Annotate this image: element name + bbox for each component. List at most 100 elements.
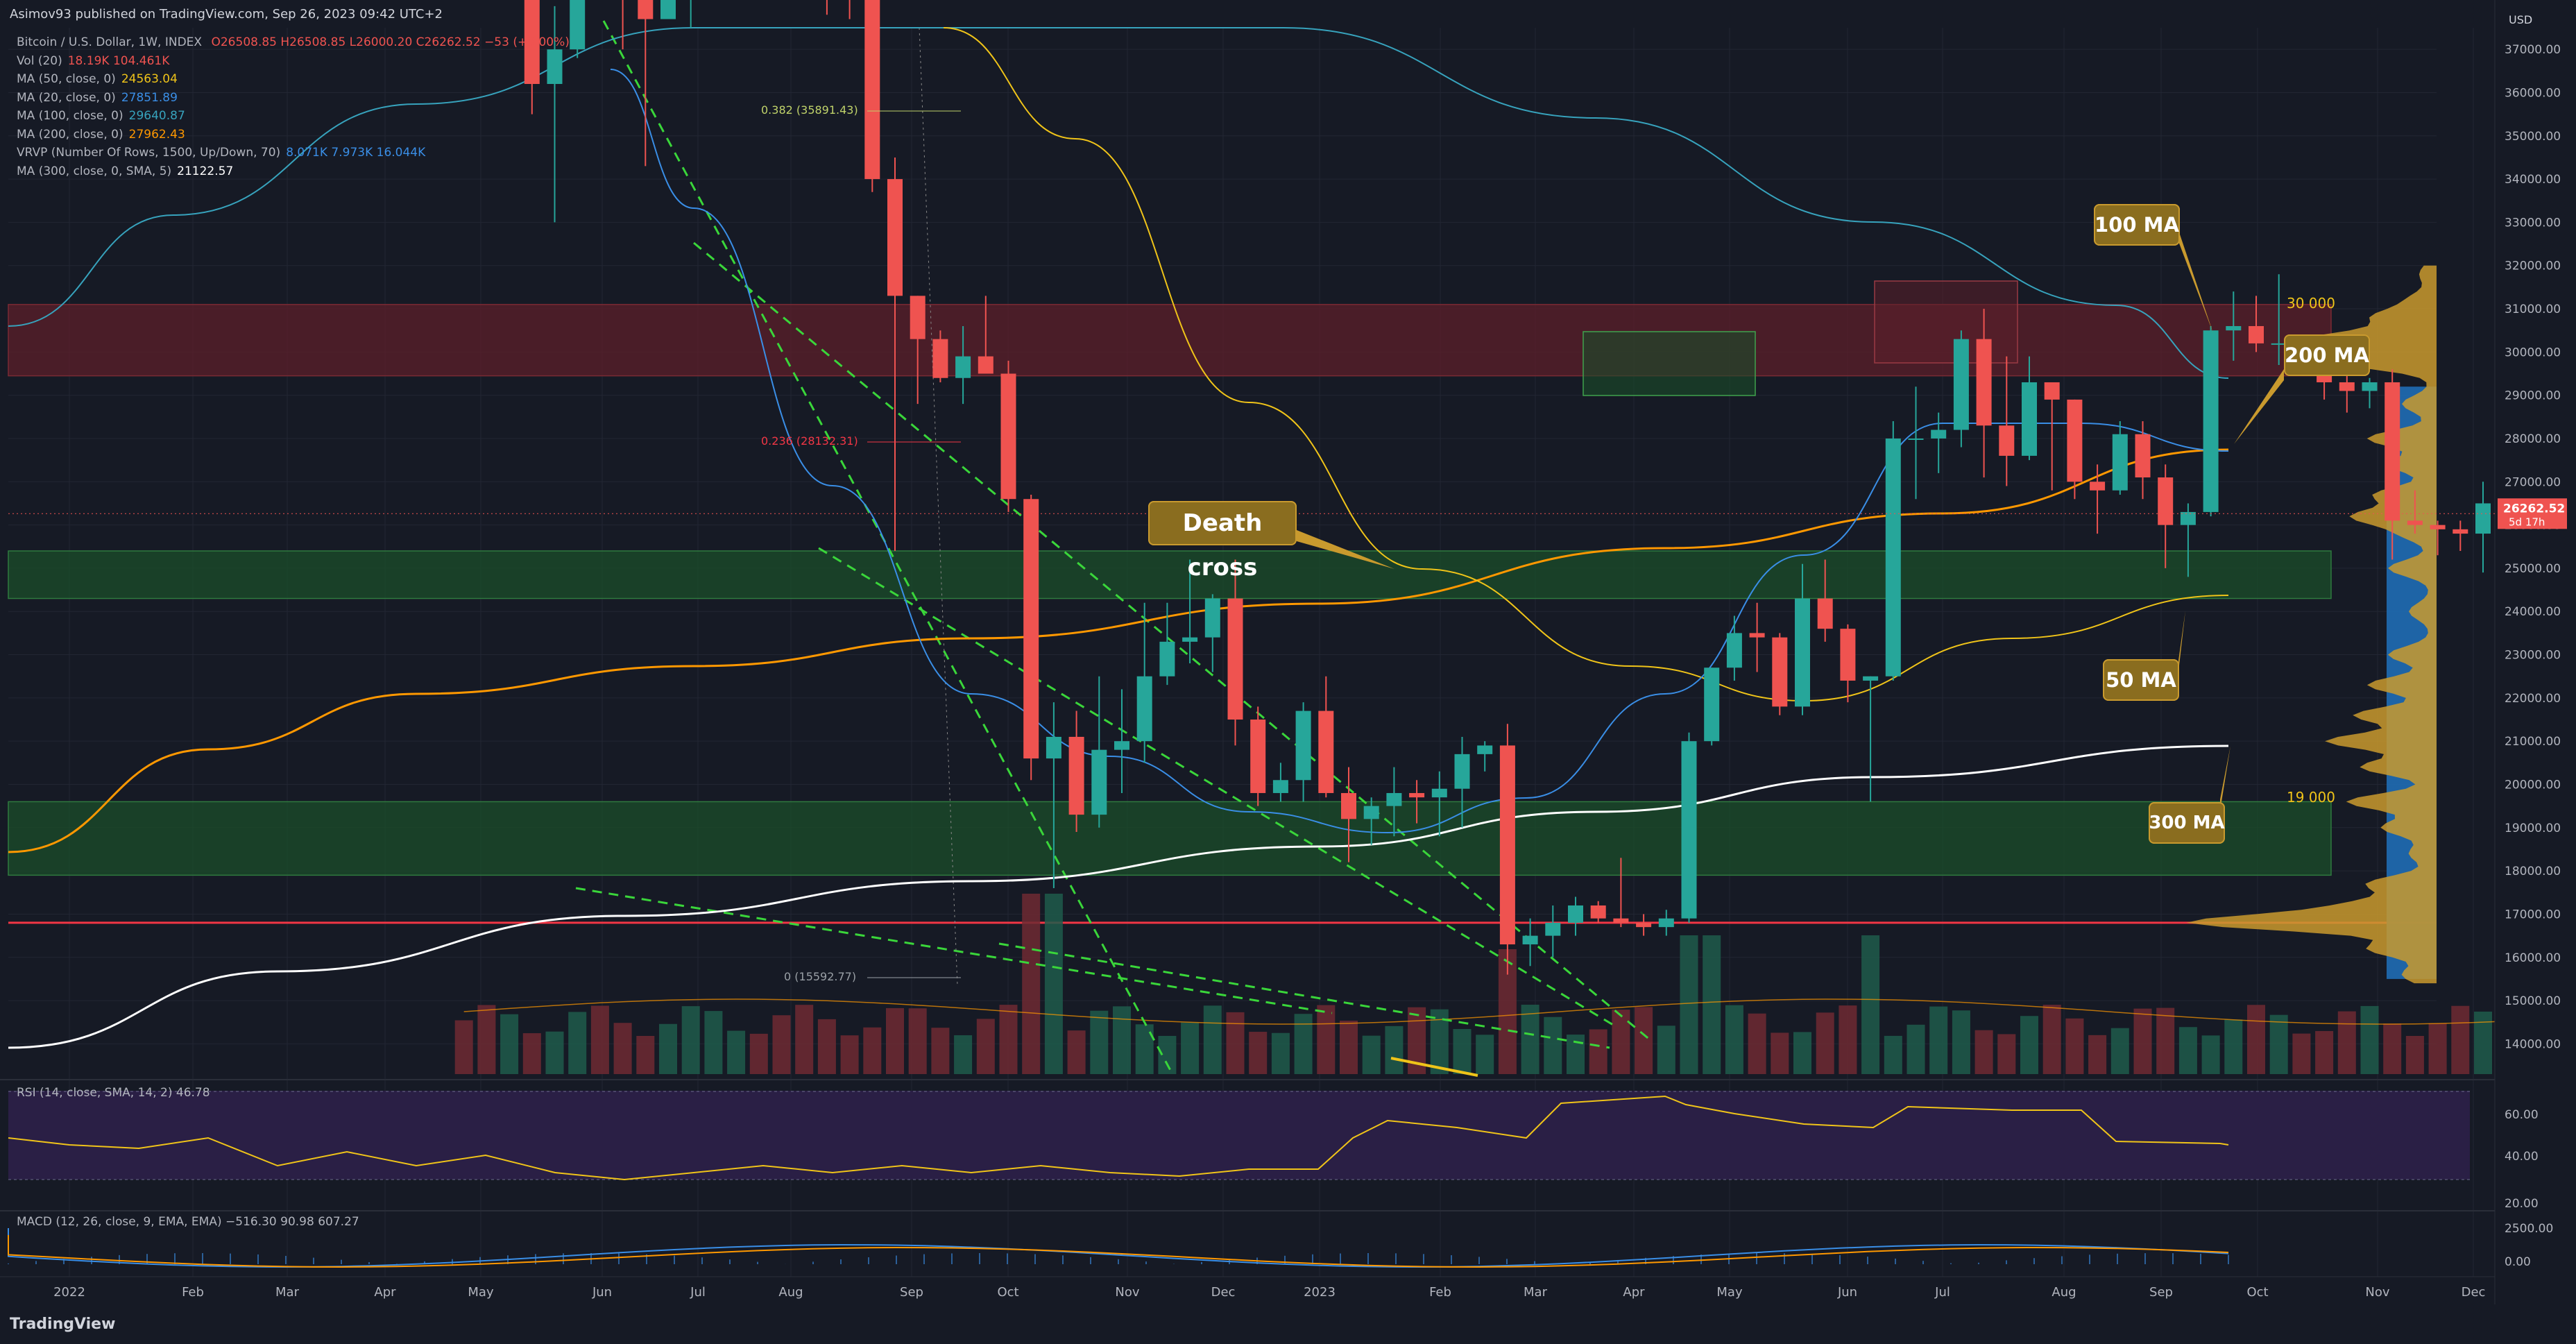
candle[interactable] bbox=[1023, 494, 1039, 781]
candle[interactable] bbox=[1227, 559, 1243, 746]
candle[interactable] bbox=[2226, 291, 2242, 361]
candle[interactable] bbox=[1182, 559, 1198, 664]
candle-body bbox=[2158, 477, 2174, 525]
callout-pointer bbox=[2178, 230, 2213, 333]
candle-body bbox=[2090, 482, 2106, 491]
legend-row[interactable]: MA (200, close, 0) 27962.43 bbox=[17, 126, 570, 144]
candle[interactable] bbox=[2249, 296, 2264, 352]
candle[interactable] bbox=[1953, 330, 1969, 448]
candle[interactable] bbox=[2090, 464, 2106, 534]
candle[interactable] bbox=[1522, 918, 1538, 967]
legend-row[interactable]: MA (300, close, 0, SMA, 5) 21122.57 bbox=[17, 162, 570, 181]
candle[interactable] bbox=[2453, 520, 2468, 551]
candle[interactable] bbox=[1636, 914, 1652, 936]
candle-body bbox=[1046, 736, 1061, 759]
candle[interactable] bbox=[1817, 559, 1833, 642]
legend-row[interactable]: MA (100, close, 0) 29640.87 bbox=[17, 107, 570, 126]
candle[interactable] bbox=[1000, 360, 1016, 512]
fib-0236-label: 0.236 (28132.31) bbox=[761, 434, 858, 448]
candle[interactable] bbox=[1409, 780, 1425, 824]
legend-row[interactable]: MA (50, close, 0) 24563.04 bbox=[17, 70, 570, 89]
candle[interactable] bbox=[1840, 624, 1856, 703]
volume-bar bbox=[1952, 1010, 1970, 1074]
candle[interactable] bbox=[1999, 356, 2015, 486]
candle[interactable] bbox=[1590, 901, 1606, 923]
candle[interactable] bbox=[932, 330, 948, 382]
candle[interactable] bbox=[1250, 706, 1266, 806]
candle[interactable] bbox=[1704, 667, 1720, 746]
candle[interactable] bbox=[524, 0, 540, 114]
currency-label: USD bbox=[2509, 13, 2532, 26]
candle[interactable] bbox=[1976, 309, 1992, 478]
candle[interactable] bbox=[1114, 689, 1129, 793]
candle[interactable] bbox=[1386, 767, 1402, 837]
tradingview-logo[interactable]: TradingView bbox=[10, 1316, 116, 1333]
candle[interactable] bbox=[1545, 905, 1561, 958]
candle[interactable] bbox=[1341, 767, 1356, 862]
candle[interactable] bbox=[1726, 615, 1742, 681]
legend-symbol-row[interactable]: Bitcoin / U.S. Dollar, 1W, INDEX O26508.… bbox=[17, 33, 570, 52]
candle[interactable] bbox=[2430, 520, 2446, 556]
legend-row[interactable]: MA (20, close, 0) 27851.89 bbox=[17, 89, 570, 108]
candle[interactable] bbox=[1568, 896, 1583, 936]
candle[interactable] bbox=[2203, 325, 2219, 517]
candle[interactable] bbox=[1749, 602, 1765, 672]
candle[interactable] bbox=[1908, 386, 1924, 500]
candle[interactable] bbox=[2271, 274, 2287, 366]
candle[interactable] bbox=[1318, 676, 1334, 798]
candle[interactable] bbox=[1499, 724, 1515, 975]
legend-row[interactable]: Vol (20) 18.19K 104.461K bbox=[17, 52, 570, 71]
candle[interactable] bbox=[1272, 763, 1288, 802]
candle[interactable] bbox=[660, 0, 676, 19]
price-axis-bg bbox=[2495, 0, 2576, 1344]
candle[interactable] bbox=[2180, 503, 2196, 577]
candle[interactable] bbox=[1863, 676, 1879, 802]
candle[interactable] bbox=[1454, 736, 1470, 828]
candle[interactable] bbox=[2407, 490, 2423, 534]
candle[interactable] bbox=[2022, 356, 2037, 461]
candle[interactable] bbox=[1431, 771, 1447, 837]
candles-layer[interactable] bbox=[457, 0, 2536, 975]
candle[interactable] bbox=[910, 296, 926, 405]
candle[interactable] bbox=[1477, 741, 1493, 772]
candle[interactable] bbox=[2135, 421, 2151, 500]
candle[interactable] bbox=[2385, 369, 2400, 560]
volume-bar bbox=[1476, 1035, 1494, 1074]
candle[interactable] bbox=[1658, 910, 1674, 936]
candle[interactable] bbox=[2067, 399, 2083, 500]
candle[interactable] bbox=[2362, 377, 2378, 409]
candle[interactable] bbox=[1931, 412, 1947, 473]
candle[interactable] bbox=[1795, 563, 1810, 715]
candle[interactable] bbox=[1681, 732, 1697, 923]
candle[interactable] bbox=[978, 296, 993, 374]
candle[interactable] bbox=[2044, 382, 2060, 491]
candle[interactable] bbox=[1295, 702, 1311, 802]
candle[interactable] bbox=[2112, 421, 2128, 495]
candle[interactable] bbox=[1091, 676, 1107, 828]
candle[interactable] bbox=[864, 0, 880, 192]
volume-bar bbox=[1635, 1007, 1653, 1074]
candle[interactable] bbox=[1204, 594, 1220, 672]
legend-row[interactable]: VRVP (Number Of Rows, 1500, Up/Down, 70)… bbox=[17, 144, 570, 162]
candle[interactable] bbox=[1159, 602, 1175, 686]
candle[interactable] bbox=[547, 6, 563, 223]
candle[interactable] bbox=[1772, 633, 1788, 715]
candle[interactable] bbox=[1363, 797, 1379, 845]
candle[interactable] bbox=[638, 0, 654, 167]
volume-bar bbox=[1158, 1035, 1177, 1074]
candle[interactable] bbox=[2158, 464, 2174, 568]
candle[interactable] bbox=[570, 0, 586, 58]
candle[interactable] bbox=[887, 157, 903, 551]
candle-body bbox=[1931, 429, 1947, 439]
candle[interactable] bbox=[1046, 702, 1061, 889]
candle-body bbox=[1681, 741, 1697, 919]
candle[interactable] bbox=[1613, 858, 1629, 928]
candle[interactable] bbox=[2475, 482, 2491, 573]
candle[interactable] bbox=[842, 0, 858, 19]
candle[interactable] bbox=[955, 325, 971, 405]
candle[interactable] bbox=[1885, 421, 1901, 681]
candle-body bbox=[1953, 339, 1969, 430]
candle[interactable] bbox=[1068, 711, 1084, 833]
candle[interactable] bbox=[1136, 602, 1152, 763]
